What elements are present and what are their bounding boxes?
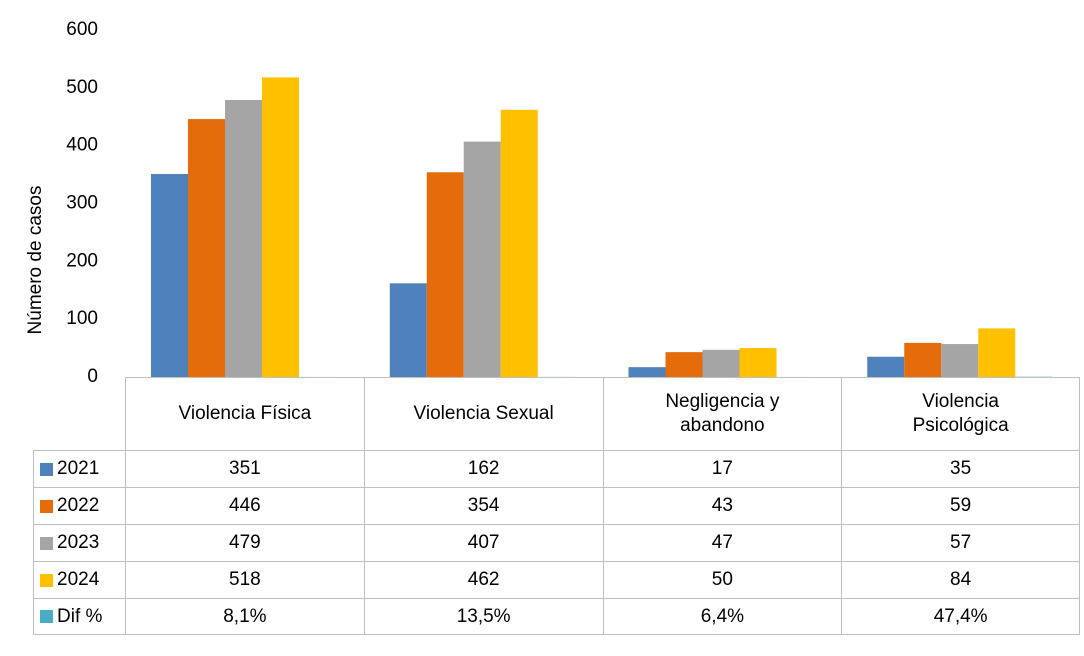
y-tick-label: 500 <box>66 77 98 98</box>
category-header: Negligencia y abandono <box>602 377 842 450</box>
bar <box>628 367 666 377</box>
legend-label: 2024 <box>57 569 100 590</box>
table-cell: 13,5% <box>363 598 603 635</box>
legend-label: 2023 <box>57 532 100 553</box>
legend-entry: 2023 <box>33 524 125 561</box>
bar <box>739 348 777 377</box>
legend-label: 2022 <box>57 495 100 516</box>
table-cell: 35 <box>841 450 1080 487</box>
bar <box>262 77 299 377</box>
table-cell: 47 <box>602 524 842 561</box>
table-cell: 518 <box>125 561 364 598</box>
y-axis-label: Número de casos <box>25 186 46 335</box>
bar <box>978 328 1016 377</box>
table-cell: 47,4% <box>841 598 1080 635</box>
table-cell: 407 <box>363 524 603 561</box>
legend-entry: 2021 <box>33 450 125 487</box>
y-tick-label: 400 <box>66 135 98 156</box>
table-cell: 8,1% <box>125 598 364 635</box>
category-header: Violencia Psicológica <box>841 377 1080 450</box>
table-cell: 6,4% <box>602 598 842 635</box>
legend-swatch <box>40 610 53 623</box>
table-cell: 57 <box>841 524 1080 561</box>
legend-swatch <box>40 499 53 513</box>
bar <box>188 119 225 378</box>
table-cell: 59 <box>841 487 1080 524</box>
bar <box>225 99 262 377</box>
bar <box>500 109 538 377</box>
table-cell: 479 <box>125 524 364 561</box>
bar <box>463 141 501 377</box>
legend-label: 2021 <box>57 458 100 479</box>
table-cell: 351 <box>125 450 364 487</box>
legend-swatch <box>40 462 53 476</box>
table-cell: 84 <box>841 561 1080 598</box>
y-tick-label: 200 <box>66 250 98 271</box>
y-tick-label: 600 <box>66 19 98 40</box>
category-header: Violencia Sexual <box>363 377 603 450</box>
table-cell: 43 <box>602 487 842 524</box>
bar <box>867 356 905 377</box>
table-cell: 50 <box>602 561 842 598</box>
y-tick-label: 300 <box>66 193 98 214</box>
bar <box>151 174 188 377</box>
table-cell: 17 <box>602 450 842 487</box>
bar <box>389 283 427 377</box>
legend-entry: 2024 <box>33 561 125 598</box>
bar <box>904 342 942 377</box>
y-tick-label: 100 <box>66 308 98 329</box>
bar <box>941 344 979 377</box>
table-cell: 462 <box>363 561 603 598</box>
table-cell: 446 <box>125 487 364 524</box>
bar <box>426 172 464 377</box>
table-cell: 354 <box>363 487 603 524</box>
legend-swatch <box>40 536 53 550</box>
table-cell: 162 <box>363 450 603 487</box>
legend-swatch <box>40 573 53 587</box>
bar <box>702 349 740 377</box>
legend-label: Dif % <box>57 605 103 627</box>
legend-entry: Dif % <box>33 598 125 635</box>
legend-entry: 2022 <box>33 487 125 524</box>
bar <box>665 352 703 377</box>
y-tick-label: 0 <box>87 366 98 387</box>
category-header: Violencia Física <box>125 377 364 450</box>
